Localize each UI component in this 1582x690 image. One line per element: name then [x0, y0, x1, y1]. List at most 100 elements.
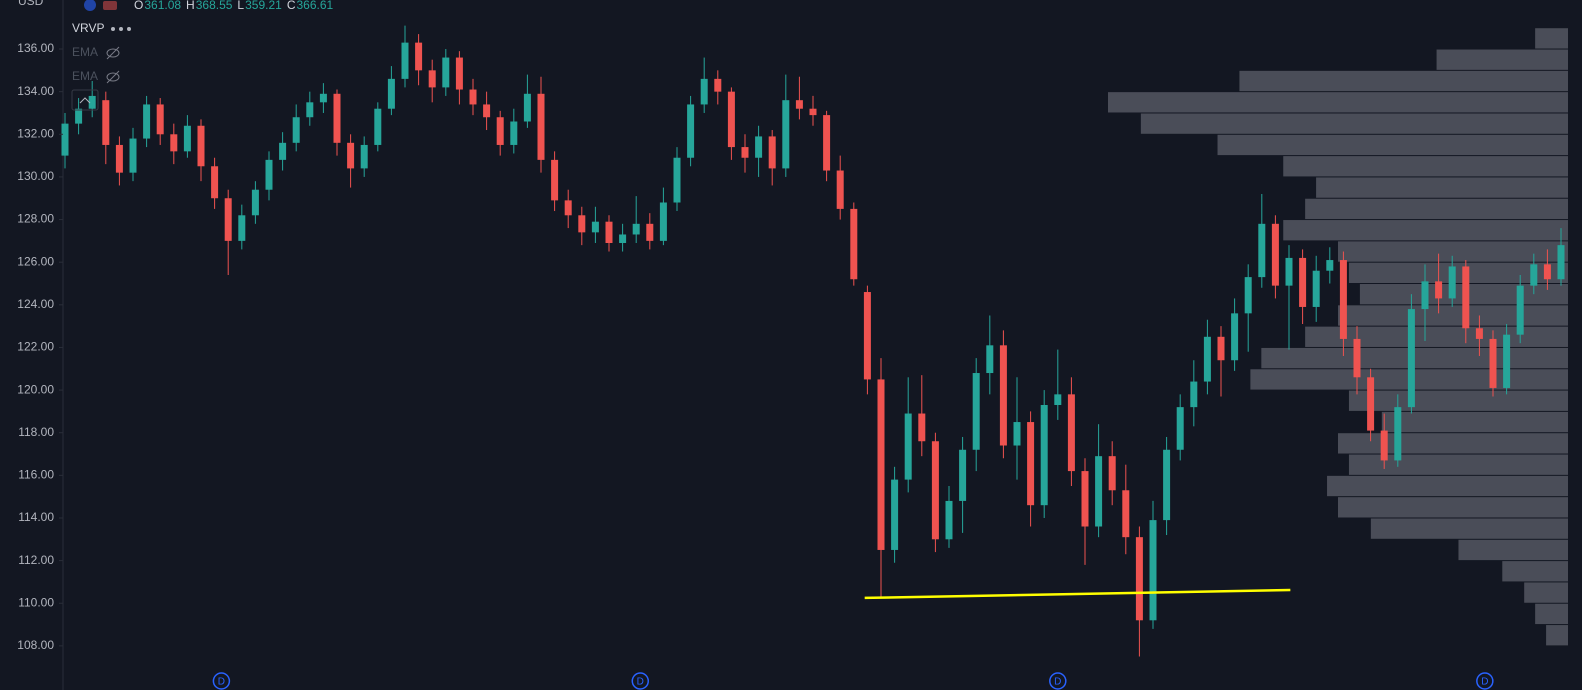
candle-body: [999, 345, 1007, 446]
profile-bar: [1436, 49, 1568, 70]
candle-body: [1163, 449, 1171, 521]
dividend-marker[interactable]: [631, 672, 650, 690]
candle-body: [1380, 430, 1388, 461]
candle-body: [1203, 336, 1211, 382]
indicator-label[interactable]: EMA: [72, 69, 98, 83]
menu-dot[interactable]: [119, 27, 123, 31]
hidden-icon[interactable]: [106, 72, 120, 82]
candle-body: [183, 125, 191, 152]
candle-body: [428, 70, 436, 88]
candle-body: [714, 78, 722, 92]
candle-body: [143, 104, 151, 139]
candle-body: [1122, 490, 1130, 538]
candle-body: [387, 78, 395, 109]
menu-dot[interactable]: [127, 27, 131, 31]
profile-bar: [1348, 262, 1568, 284]
y-tick-label: 128.00: [17, 212, 54, 226]
candle-body: [1489, 338, 1497, 388]
candle-body: [823, 115, 831, 171]
y-tick-label: 136.00: [17, 41, 54, 55]
candle-body: [850, 208, 858, 280]
ohlc-value: 368.55: [196, 0, 233, 12]
dividend-marker[interactable]: [212, 672, 231, 690]
candle-body: [238, 215, 246, 241]
profile-bar: [1535, 603, 1568, 625]
dividend-label: D: [1481, 677, 1488, 688]
collapse-button[interactable]: [71, 89, 99, 111]
candle-body: [877, 379, 885, 550]
candle-body: [496, 117, 504, 145]
indicator-label[interactable]: EMA: [72, 45, 98, 59]
candle-body: [1421, 281, 1429, 310]
profile-bar: [1108, 92, 1568, 113]
y-tick-label: 122.00: [17, 340, 54, 354]
profile-bar: [1535, 28, 1568, 49]
candle-body: [1530, 264, 1538, 286]
candle-body: [551, 159, 559, 201]
dividend-marker[interactable]: [1476, 672, 1494, 690]
candle-body: [578, 215, 586, 233]
candle-body: [347, 142, 355, 169]
candle-body: [415, 42, 423, 71]
candle-body: [768, 136, 776, 169]
candle-body: [1176, 407, 1184, 450]
profile-bar: [1305, 326, 1568, 347]
candle-body: [211, 166, 219, 199]
candle-body: [279, 142, 287, 160]
profile-bar: [1502, 561, 1568, 582]
profile-bar: [1217, 134, 1568, 156]
candle-body: [306, 102, 314, 118]
candle-body: [1108, 456, 1116, 491]
menu-dot[interactable]: [111, 27, 115, 31]
candle-body: [605, 221, 613, 244]
candle-body: [1135, 537, 1143, 621]
candle-body: [1013, 422, 1021, 446]
candle-body: [510, 121, 518, 145]
y-tick-label: 120.00: [17, 382, 54, 396]
candle-body: [1190, 381, 1198, 408]
hidden-icon[interactable]: [106, 48, 120, 58]
candle-body: [1231, 313, 1239, 361]
y-tick-label: 134.00: [17, 84, 54, 98]
candle-body: [1353, 338, 1361, 378]
profile-bar: [1338, 433, 1568, 454]
candle-body: [224, 198, 232, 241]
candle-body: [632, 223, 640, 235]
candle-body: [1557, 245, 1565, 280]
toggle-icon[interactable]: [103, 1, 117, 10]
candle-body: [1516, 285, 1524, 335]
candle-body: [809, 108, 817, 116]
candle-body: [1543, 264, 1551, 280]
indicator-label[interactable]: VRVP: [72, 21, 104, 35]
candle-body: [1339, 260, 1347, 339]
candle-body: [646, 223, 654, 241]
hidden-icon-slash: [106, 70, 120, 84]
dividend-label: D: [218, 677, 225, 688]
candle-body: [755, 136, 763, 158]
candle-body: [1067, 394, 1075, 472]
ohlc-value: 359.21: [245, 0, 282, 12]
candle-body: [197, 125, 205, 167]
profile-bar: [1338, 497, 1568, 518]
candle-body: [319, 93, 327, 103]
candle-body: [374, 108, 382, 145]
candle-body: [75, 108, 83, 124]
candle-body: [986, 345, 994, 374]
ohlc-value: 366.61: [296, 0, 333, 12]
profile-bar: [1524, 582, 1568, 603]
candle-body: [904, 413, 912, 480]
toggle-icon[interactable]: [84, 0, 96, 11]
ohlc-label: L: [237, 0, 244, 12]
dividend-marker[interactable]: [1049, 672, 1067, 690]
profile-bar: [1305, 198, 1568, 220]
currency-label[interactable]: USD: [18, 0, 44, 8]
candle-body: [591, 221, 599, 233]
y-tick-label: 132.00: [17, 126, 54, 140]
candle-body: [1258, 223, 1266, 278]
candle-body: [564, 200, 572, 216]
ohlc-value: 361.08: [144, 0, 181, 12]
candle-body: [782, 100, 790, 169]
